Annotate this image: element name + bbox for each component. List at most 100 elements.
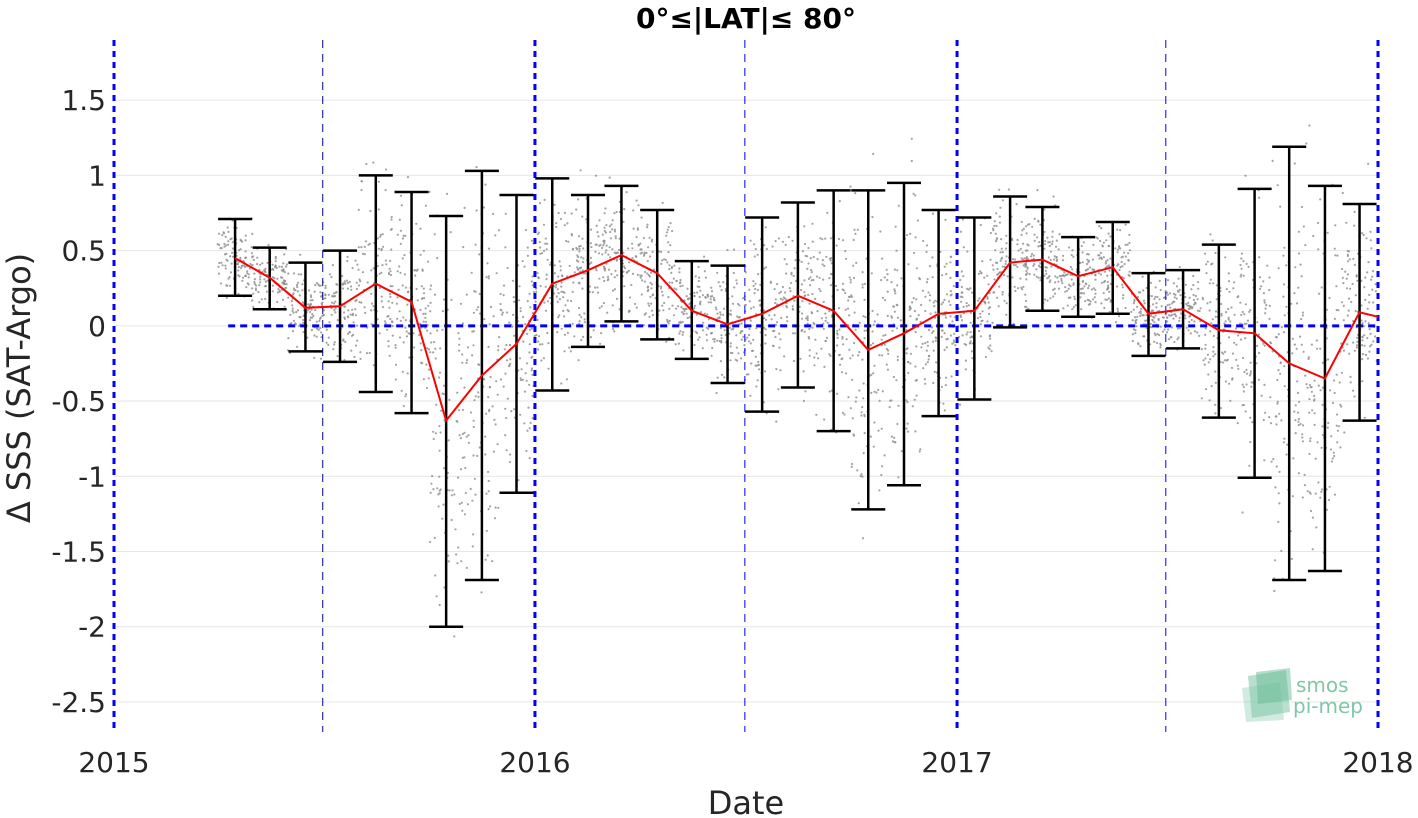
data-point (799, 288, 803, 292)
data-point (1204, 347, 1207, 350)
data-point (1057, 280, 1060, 283)
data-point (568, 264, 571, 268)
data-point (1282, 441, 1286, 444)
data-point (977, 272, 981, 275)
data-point (1153, 332, 1156, 335)
data-point (1050, 243, 1054, 246)
data-point (636, 228, 640, 231)
data-point (952, 285, 956, 288)
data-point (792, 274, 795, 278)
data-point (591, 291, 594, 294)
data-point (302, 321, 305, 324)
data-point (1321, 386, 1324, 389)
data-point (511, 279, 515, 282)
data-point (357, 284, 361, 287)
data-point (432, 430, 435, 433)
data-point (1298, 400, 1301, 403)
data-point (1206, 260, 1209, 263)
data-point (558, 314, 561, 317)
data-point (919, 320, 922, 323)
data-point (1003, 299, 1006, 302)
data-point (1225, 288, 1228, 291)
data-point (960, 270, 963, 273)
data-point (1021, 229, 1024, 232)
data-point (1025, 299, 1028, 303)
data-point (330, 275, 333, 279)
data-point (1366, 336, 1369, 340)
data-point (473, 477, 476, 480)
data-point (1102, 241, 1105, 244)
data-point (569, 350, 572, 353)
data-point (380, 300, 383, 303)
data-point (793, 359, 796, 363)
data-point (276, 300, 279, 303)
data-point (927, 355, 931, 358)
data-point (1363, 416, 1366, 419)
data-point (327, 336, 330, 339)
data-point (1280, 549, 1283, 553)
data-point (579, 244, 582, 248)
data-point (389, 270, 392, 273)
data-point (1367, 322, 1370, 325)
data-point (1367, 261, 1370, 264)
data-point (360, 301, 363, 304)
data-point (1337, 309, 1340, 312)
data-point (823, 365, 826, 368)
data-point (1122, 294, 1125, 297)
data-point (1317, 248, 1320, 251)
data-point (1121, 297, 1125, 300)
data-point (731, 302, 735, 305)
data-point (1369, 345, 1372, 348)
data-point (891, 440, 895, 443)
data-point (1353, 395, 1356, 398)
data-point (610, 273, 613, 276)
data-point (227, 240, 230, 243)
data-point (309, 299, 312, 302)
data-point (1212, 355, 1215, 358)
y-tick-label: -0.5 (51, 385, 106, 418)
data-point (753, 243, 756, 246)
data-point (907, 263, 910, 266)
data-point (458, 343, 461, 346)
data-point (858, 389, 861, 392)
data-point (854, 400, 857, 403)
data-point (1027, 244, 1030, 247)
data-point (1056, 276, 1059, 279)
data-point (965, 343, 968, 346)
data-point (1092, 298, 1095, 301)
data-point (806, 322, 809, 325)
data-point (1123, 262, 1126, 266)
data-point (1169, 306, 1172, 309)
data-point (800, 312, 804, 315)
data-point (241, 276, 245, 279)
data-point (770, 318, 773, 321)
data-point (474, 493, 477, 496)
data-point (298, 294, 301, 297)
data-point (1102, 292, 1105, 295)
data-point (1282, 283, 1286, 286)
data-point (750, 349, 754, 352)
data-point (861, 406, 864, 409)
data-point (614, 235, 617, 238)
data-point (1050, 265, 1053, 268)
data-point (1265, 304, 1268, 307)
data-point (1155, 341, 1159, 345)
mean-point (656, 272, 658, 274)
data-point (283, 271, 287, 274)
data-point (709, 295, 712, 298)
data-point (649, 281, 652, 284)
data-point (1107, 232, 1110, 235)
data-point (1005, 302, 1008, 305)
data-point (1297, 424, 1300, 427)
y-tick-label: -1.5 (51, 535, 106, 568)
data-point (810, 279, 813, 282)
data-point (1204, 357, 1207, 360)
data-point (1277, 333, 1280, 336)
data-point (667, 241, 670, 244)
data-point (996, 296, 999, 299)
data-point (909, 232, 912, 235)
data-point (840, 358, 843, 361)
data-point (1057, 287, 1061, 290)
data-point (469, 411, 473, 414)
data-point (1363, 334, 1366, 337)
